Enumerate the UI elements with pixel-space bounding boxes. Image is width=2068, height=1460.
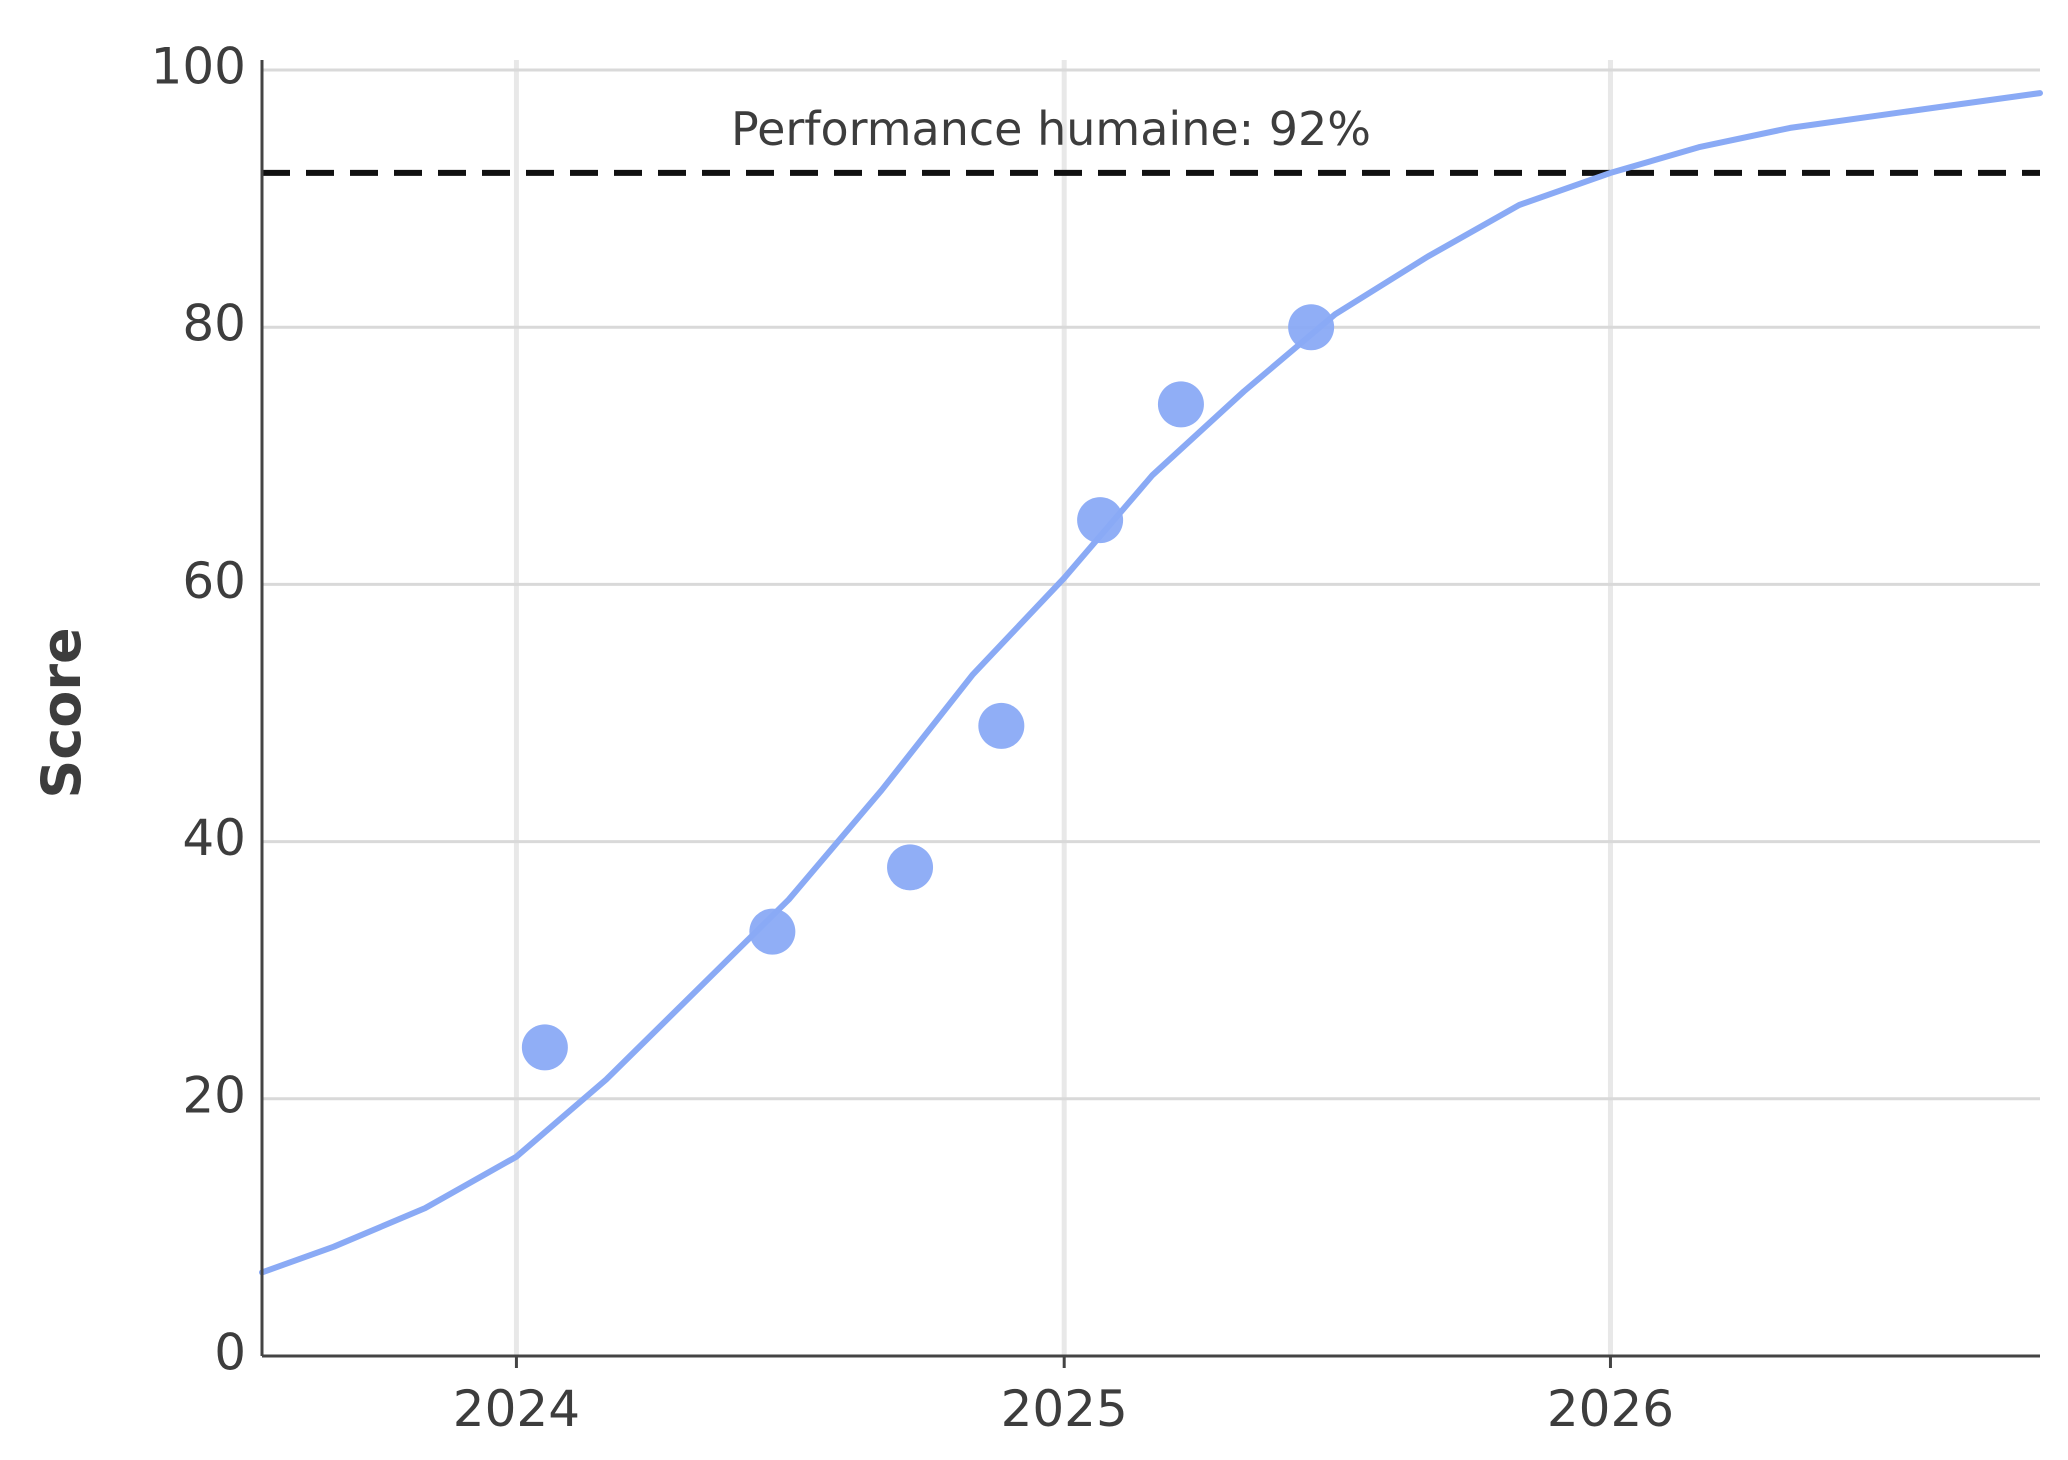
x-tick-label: 2025 [1001,1380,1128,1438]
scatter-point [749,908,796,955]
x-gridlines [513,60,1613,1356]
scatter-point [1077,497,1124,544]
scatter-point [887,844,934,891]
fit-curve [259,90,2043,1276]
y-tick-label: 40 [182,809,246,867]
y-gridlines [262,68,2040,1101]
y-tick-label: 80 [182,295,246,353]
x-tick-label: 2026 [1547,1380,1674,1438]
scatter-point [521,1024,568,1071]
axes [260,60,2040,1358]
scatter-point [1288,304,1335,351]
scatter-point [978,702,1025,749]
x-tick-label: 2024 [453,1380,580,1438]
reference-line-group: Performance humaine: 92% [262,102,2040,176]
y-tick-label: 20 [182,1066,246,1124]
y-tick-labels: 0 20 40 60 80 100 [151,38,246,1382]
fit-curve-group [259,90,2043,1276]
y-tick-label: 100 [151,38,246,96]
y-tick-label: 60 [182,552,246,610]
x-tick-labels: 2024 2025 2026 [453,1356,1674,1438]
scatter-point [1157,381,1204,428]
y-axis-title: Score [30,627,93,798]
reference-line-label: Performance humaine: 92% [731,102,1371,156]
y-tick-label: 0 [214,1324,246,1382]
scatter-points [521,304,1335,1071]
